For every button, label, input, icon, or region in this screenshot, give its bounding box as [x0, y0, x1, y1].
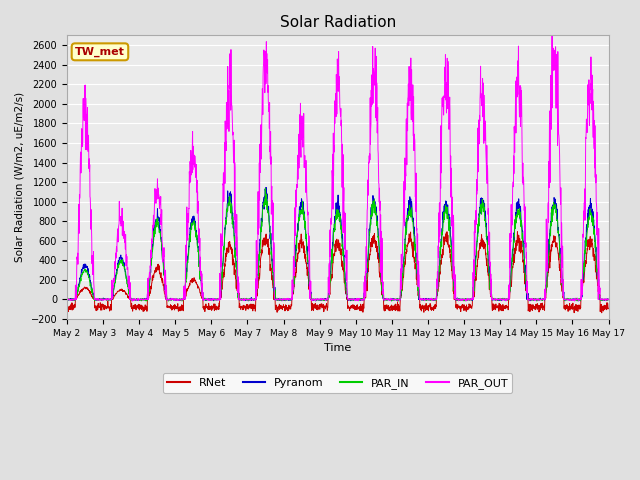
- Pyranom: [214, 296, 221, 302]
- PAR_OUT: [495, 296, 503, 302]
- PAR_IN: [178, 298, 186, 304]
- Pyranom: [495, 297, 503, 303]
- RNet: [557, 273, 564, 278]
- PAR_OUT: [557, 204, 565, 210]
- RNet: [214, 304, 221, 310]
- X-axis label: Time: Time: [324, 343, 351, 353]
- PAR_OUT: [129, 298, 136, 304]
- Pyranom: [365, 226, 373, 232]
- RNet: [63, 301, 71, 307]
- Pyranom: [63, 297, 71, 303]
- RNet: [605, 306, 612, 312]
- PAR_IN: [557, 266, 565, 272]
- Line: RNet: RNet: [67, 232, 609, 313]
- RNet: [365, 256, 372, 262]
- PAR_OUT: [548, 31, 556, 36]
- PAR_IN: [63, 297, 71, 302]
- PAR_IN: [495, 297, 503, 302]
- PAR_OUT: [572, 296, 580, 302]
- PAR_IN: [365, 229, 373, 235]
- PAR_IN: [262, 186, 269, 192]
- Pyranom: [262, 185, 269, 191]
- RNet: [572, 301, 580, 307]
- Title: Solar Radiation: Solar Radiation: [280, 15, 396, 30]
- Line: Pyranom: Pyranom: [67, 188, 609, 301]
- RNet: [353, 305, 361, 311]
- Legend: RNet, Pyranom, PAR_IN, PAR_OUT: RNet, Pyranom, PAR_IN, PAR_OUT: [163, 373, 513, 393]
- RNet: [598, 310, 605, 316]
- Pyranom: [572, 297, 580, 302]
- PAR_OUT: [365, 153, 373, 158]
- RNet: [513, 229, 521, 235]
- RNet: [495, 308, 502, 314]
- Y-axis label: Solar Radiation (W/m2, uE/m2/s): Solar Radiation (W/m2, uE/m2/s): [15, 92, 25, 262]
- PAR_OUT: [214, 296, 222, 302]
- PAR_IN: [214, 296, 222, 302]
- PAR_OUT: [353, 296, 361, 302]
- Line: PAR_IN: PAR_IN: [67, 189, 609, 301]
- Pyranom: [557, 253, 564, 259]
- Line: PAR_OUT: PAR_OUT: [67, 34, 609, 301]
- Pyranom: [605, 297, 612, 302]
- Text: TW_met: TW_met: [75, 47, 125, 57]
- PAR_IN: [605, 297, 612, 302]
- Pyranom: [574, 298, 582, 304]
- PAR_OUT: [605, 296, 612, 302]
- Pyranom: [353, 296, 361, 302]
- PAR_IN: [572, 295, 580, 301]
- PAR_IN: [354, 296, 362, 302]
- PAR_OUT: [63, 296, 71, 302]
